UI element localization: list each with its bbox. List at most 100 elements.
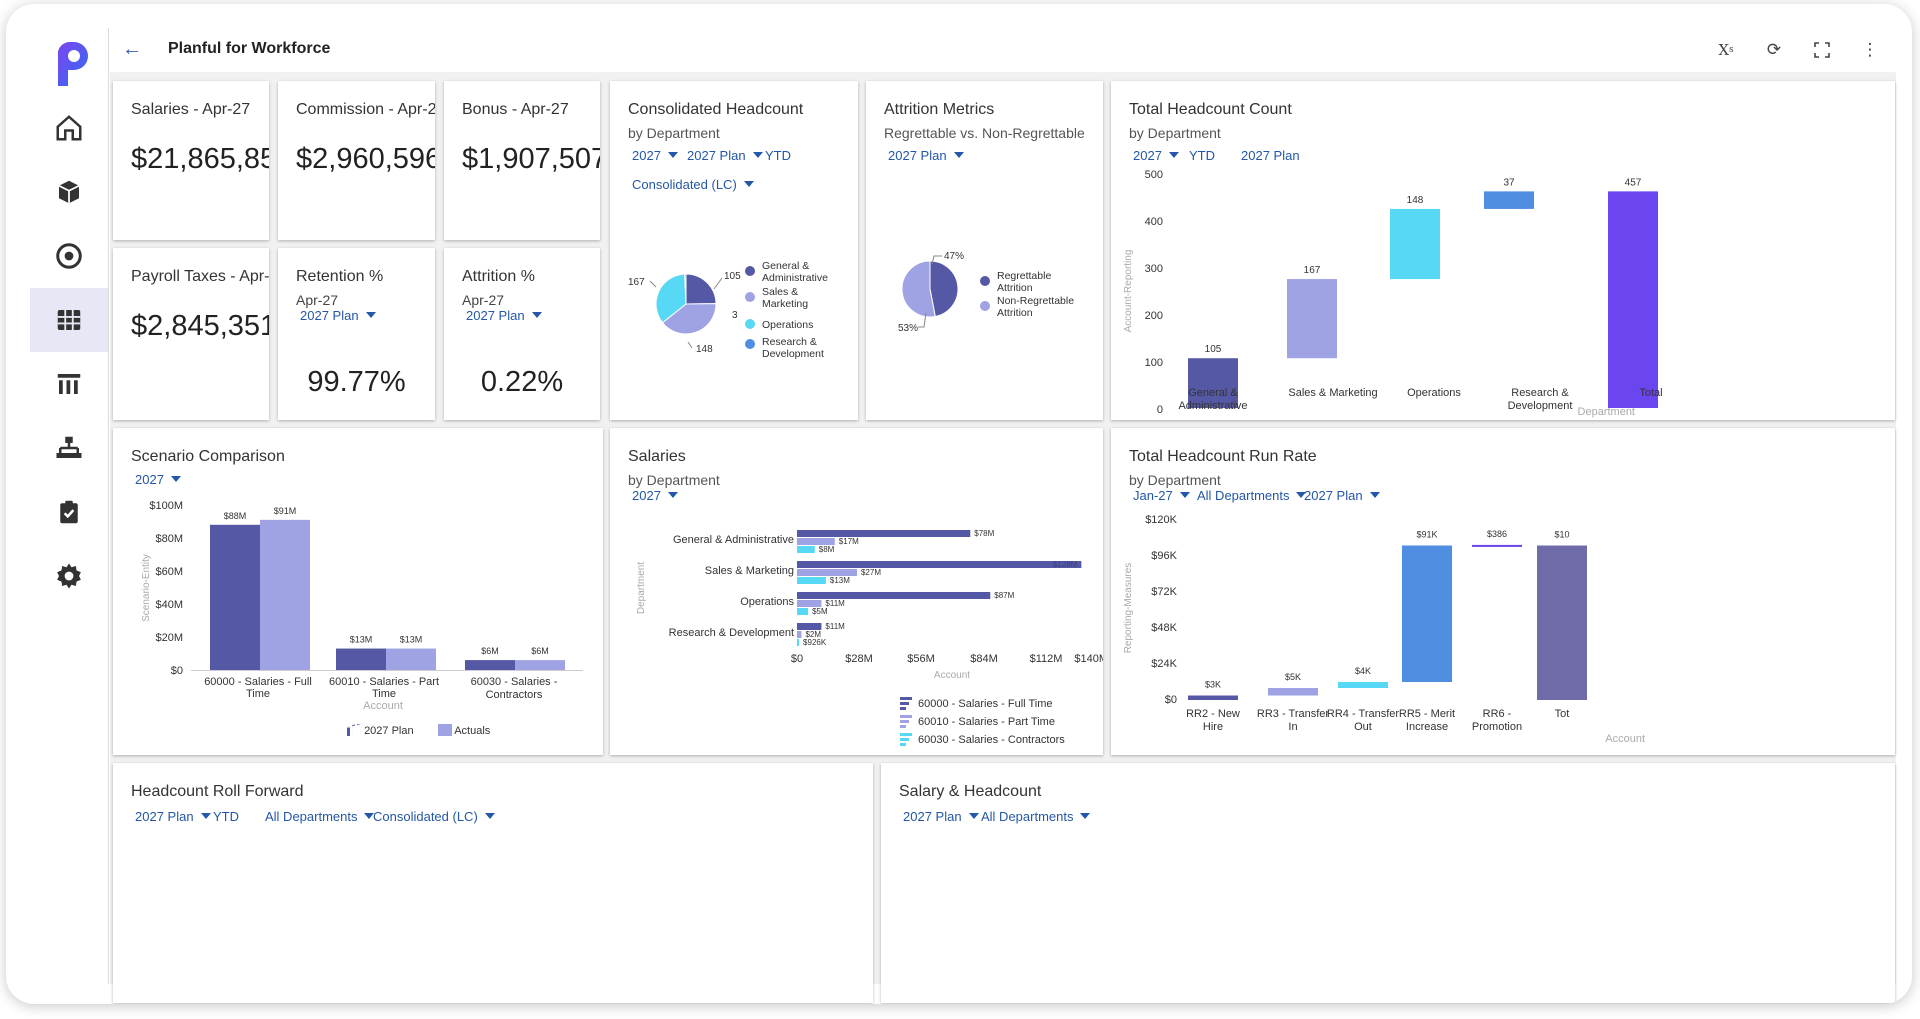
back-arrow-icon[interactable]: ← bbox=[122, 38, 142, 60]
caret-down-icon bbox=[200, 813, 211, 819]
data-label: 148 bbox=[1407, 195, 1424, 206]
bar bbox=[336, 648, 386, 670]
salary-headcount-card[interactable]: Salary & Headcount 2027 Plan All Departm… bbox=[881, 763, 1895, 1003]
scenario-dropdown[interactable]: 2027 Plan bbox=[888, 148, 964, 163]
entity-dropdown[interactable]: Consolidated (LC) bbox=[373, 809, 495, 824]
dropdown-label: 2027 Plan bbox=[903, 809, 962, 824]
x-tick-label: Development bbox=[1507, 400, 1573, 412]
attrition-metrics-card[interactable]: Attrition Metrics Regrettable vs. Non-Re… bbox=[866, 81, 1103, 420]
year-dropdown[interactable]: 2027 bbox=[632, 148, 678, 163]
data-label: $6M bbox=[531, 646, 549, 656]
data-label: $3K bbox=[1205, 680, 1221, 690]
kpi-payroll-taxes[interactable]: Payroll Taxes - Apr-27 $2,845,351 bbox=[113, 248, 269, 420]
nav-dashboards[interactable] bbox=[30, 288, 108, 352]
pie-slice bbox=[929, 260, 959, 318]
nav-home[interactable] bbox=[30, 96, 108, 160]
total-headcount-card[interactable]: Total Headcount Count by Department 2027… bbox=[1111, 81, 1895, 420]
data-label: $4K bbox=[1355, 666, 1371, 676]
dropdown-label: All Departments bbox=[265, 809, 358, 824]
x-tick-label: $28M bbox=[845, 653, 873, 665]
scenario-link[interactable]: 2027 Plan bbox=[1241, 148, 1300, 163]
pie-label: 53% bbox=[898, 323, 918, 334]
x-tick-label: $84M bbox=[970, 653, 998, 665]
department-dropdown[interactable]: All Departments bbox=[1197, 488, 1307, 503]
nav-models[interactable] bbox=[30, 160, 108, 224]
x-axis-label: Account bbox=[363, 700, 403, 712]
legend-label: 2027 Plan bbox=[364, 725, 414, 737]
nav-hierarchy[interactable] bbox=[30, 416, 108, 480]
y-tick-label: Operations bbox=[740, 596, 794, 608]
legend: 2027 Plan Actuals bbox=[347, 724, 490, 737]
data-label: 105 bbox=[1205, 344, 1222, 355]
planful-logo-icon[interactable] bbox=[52, 40, 92, 88]
kpi-commission[interactable]: Commission - Apr-27 $2,960,596 bbox=[278, 81, 435, 240]
x-tick-label: Total bbox=[1639, 387, 1663, 399]
bar bbox=[1188, 695, 1238, 700]
more-menu-icon[interactable]: ⋮ bbox=[1861, 40, 1879, 59]
caret-down-icon bbox=[1369, 492, 1380, 498]
data-label: $10 bbox=[1554, 530, 1569, 540]
nav-tasks[interactable] bbox=[30, 480, 108, 544]
dropdown-label: 2027 bbox=[135, 472, 164, 487]
entity-dropdown[interactable]: Consolidated (LC) bbox=[632, 177, 754, 192]
scenario-dropdown[interactable]: 2027 Plan bbox=[687, 148, 763, 163]
scenario-comparison-card[interactable]: Scenario Comparison 2027 $100M $80M $60M… bbox=[113, 428, 603, 755]
y-tick-label: Sales & Marketing bbox=[705, 565, 794, 577]
dropdown-label: 2027 Plan bbox=[466, 308, 525, 323]
scenario-dropdown[interactable]: 2027 Plan bbox=[135, 809, 211, 824]
card-subtitle: by Department bbox=[628, 125, 720, 141]
attrition-scenario-dropdown[interactable]: 2027 Plan bbox=[466, 308, 542, 323]
year-dropdown[interactable]: 2027 bbox=[1133, 148, 1179, 163]
card-title: Salaries bbox=[628, 448, 686, 465]
kpi-salaries[interactable]: Salaries - Apr-27 $21,865,854 bbox=[113, 81, 269, 240]
caret-down-icon bbox=[1296, 492, 1307, 498]
scenario-dropdown[interactable]: 2027 Plan bbox=[1304, 488, 1380, 503]
caret-down-icon bbox=[1179, 492, 1190, 498]
caret-down-icon bbox=[968, 813, 979, 819]
kpi-title: Retention % bbox=[296, 268, 384, 285]
caret-down-icon bbox=[364, 813, 375, 819]
data-label: $88M bbox=[224, 511, 247, 521]
refresh-icon[interactable]: ⟳ bbox=[1766, 40, 1782, 59]
scenario-dropdown[interactable]: 2027 Plan bbox=[903, 809, 979, 824]
headcount-roll-forward-card[interactable]: Headcount Roll Forward 2027 Plan YTD All… bbox=[113, 763, 873, 1003]
fullscreen-icon[interactable] bbox=[1810, 38, 1834, 62]
year-dropdown[interactable]: 2027 bbox=[135, 472, 181, 487]
consolidated-headcount-card[interactable]: Consolidated Headcount by Department 202… bbox=[610, 81, 858, 420]
ytd-link[interactable]: YTD bbox=[1189, 148, 1215, 163]
caret-down-icon bbox=[743, 181, 754, 187]
data-label: $27M bbox=[861, 568, 881, 577]
legend-bar-icon[interactable] bbox=[347, 724, 361, 736]
period-dropdown[interactable]: Jan-27 bbox=[1133, 488, 1190, 503]
retention-scenario-dropdown[interactable]: 2027 Plan bbox=[300, 308, 376, 323]
caret-down-icon bbox=[953, 152, 964, 158]
headcount-run-rate-card[interactable]: Total Headcount Run Rate by Department J… bbox=[1111, 428, 1895, 755]
department-dropdown[interactable]: All Departments bbox=[981, 809, 1091, 824]
legend-bar-icon[interactable] bbox=[437, 724, 452, 736]
salaries-department-card[interactable]: Salaries by Department 2027 General & Ad… bbox=[610, 428, 1103, 755]
y-tick-label: $48K bbox=[1151, 622, 1177, 634]
ytd-link[interactable]: YTD bbox=[213, 809, 239, 824]
kpi-bonus[interactable]: Bonus - Apr-27 $1,907,507 bbox=[444, 81, 600, 240]
bar bbox=[797, 530, 971, 537]
dropdown-label: 2027 bbox=[632, 148, 661, 163]
bar bbox=[797, 592, 991, 599]
x-tick-label: Tot bbox=[1554, 708, 1570, 720]
legend-label: 60030 - Salaries - Contractors bbox=[918, 734, 1065, 746]
nav-settings[interactable] bbox=[30, 544, 108, 608]
kpi-attrition[interactable]: Attrition % Apr-27 2027 Plan 0.22% bbox=[444, 248, 600, 420]
department-dropdown[interactable]: All Departments bbox=[265, 809, 375, 824]
kpi-retention[interactable]: Retention % Apr-27 2027 Plan 99.77% bbox=[278, 248, 435, 420]
data-label: $11M bbox=[825, 622, 845, 631]
ytd-link[interactable]: YTD bbox=[765, 148, 791, 163]
legend-bar-icon bbox=[900, 715, 912, 718]
gear-icon bbox=[57, 563, 81, 589]
nav-target[interactable] bbox=[30, 224, 108, 288]
year-dropdown[interactable]: 2027 bbox=[632, 488, 678, 503]
kpi-value: $1,907,507 bbox=[462, 143, 600, 175]
nav-reports[interactable] bbox=[30, 352, 108, 416]
x-tick-label: $56M bbox=[907, 653, 935, 665]
